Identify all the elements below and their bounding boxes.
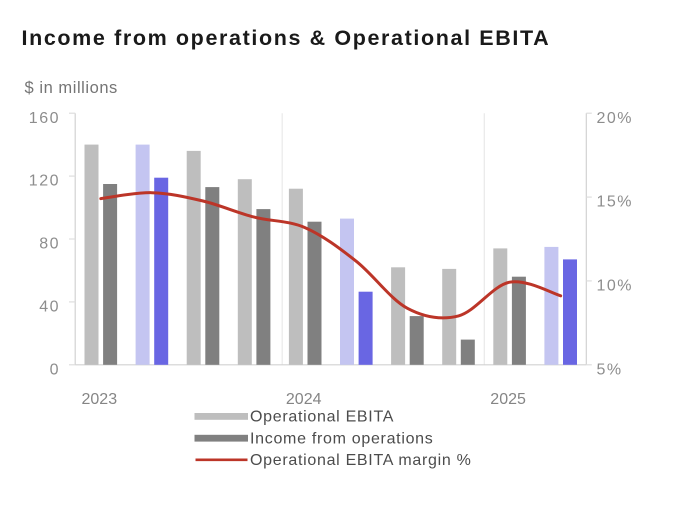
svg-text:Operational EBITA: Operational EBITA (250, 409, 394, 426)
svg-text:80: 80 (39, 236, 60, 253)
svg-text:160: 160 (29, 110, 60, 127)
svg-text:5%: 5% (597, 361, 623, 378)
svg-text:120: 120 (29, 173, 60, 190)
svg-text:10%: 10% (597, 278, 634, 295)
svg-text:20%: 20% (597, 110, 634, 127)
svg-text:2023: 2023 (82, 391, 118, 408)
svg-text:15%: 15% (597, 194, 634, 211)
svg-text:Income from operations & Opera: Income from operations & Operational EBI… (22, 26, 551, 50)
svg-text:Income from operations: Income from operations (250, 430, 433, 447)
svg-text:0: 0 (50, 361, 60, 378)
svg-text:40: 40 (39, 299, 60, 316)
svg-text:2024: 2024 (286, 391, 322, 408)
svg-text:Operational EBITA margin %: Operational EBITA margin % (250, 452, 472, 469)
svg-text:$ in millions: $ in millions (25, 79, 118, 97)
svg-text:2025: 2025 (490, 391, 526, 408)
